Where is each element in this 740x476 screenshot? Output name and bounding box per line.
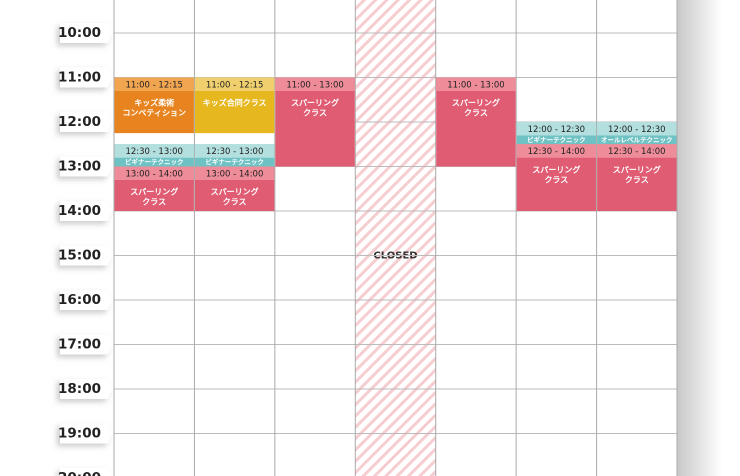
time-label: 11:00 [58,70,101,86]
event-time: 12:00 - 12:30 [528,125,585,135]
event-header [516,144,597,158]
event-title: コンペティション [122,109,186,118]
time-tab [60,290,112,310]
panel-shadow [677,0,722,476]
event-time: 12:00 - 12:30 [608,125,665,135]
event-title: ビギナーテクニック [527,135,586,144]
time-label: 12:00 [58,114,101,130]
event-title: スパーリング [130,187,178,197]
event-title: クラス [464,108,488,118]
event-body [436,77,516,167]
event-header [275,77,355,91]
event-time: 11:00 - 12:15 [206,80,263,90]
time-label: 10:00 [58,25,101,41]
time-tab [60,379,112,399]
event-title: キッズ柔術 [134,98,174,108]
event-title: スパーリング [613,164,661,174]
event-time: 11:00 - 13:00 [286,80,343,90]
time-tab [60,67,112,88]
event-body [275,77,355,167]
event-header [597,144,677,158]
closed-column [355,0,436,476]
event-time: 12:30 - 13:00 [206,147,263,157]
event-title: スパーリング [211,187,259,197]
time-tab [60,23,112,43]
event-header [597,122,677,136]
event-header [114,77,194,91]
event-header [114,144,194,158]
time-tab [60,423,112,444]
time-label: 13:00 [58,159,101,175]
event-time: 12:30 - 14:00 [608,147,665,157]
time-tab [60,156,112,177]
event-title: キッズ合同クラス [203,98,267,108]
event-header [194,166,275,180]
time-tab [60,112,112,132]
event-time: 13:00 - 14:00 [206,169,263,179]
time-tab [60,201,112,221]
event-title: スパーリング [532,164,580,174]
time-tab [60,245,112,266]
event-time: 11:00 - 12:15 [125,80,182,90]
time-tab [60,468,112,476]
event-header [516,122,597,136]
event-title: ビギナーテクニック [205,157,264,166]
event-title: クラス [544,174,568,184]
time-label: 20:00 [58,470,101,476]
time-label: 16:00 [58,292,101,308]
event-title: ビギナーテクニック [125,157,184,166]
event-title: スパーリング [452,98,500,108]
event-title: スパーリング [291,98,339,108]
time-tab [60,334,112,355]
event-time: 12:30 - 13:00 [125,147,182,157]
time-label: 18:00 [58,381,101,397]
event-title: クラス [303,108,327,118]
time-label: 15:00 [58,248,101,264]
event-time: 12:30 - 14:00 [528,147,585,157]
event-time: 13:00 - 14:00 [125,169,182,179]
event-title: クラス [142,197,166,207]
time-label: 17:00 [58,337,101,353]
time-label: 14:00 [58,203,101,219]
event-header [436,77,516,91]
event-time: 11:00 - 13:00 [447,80,504,90]
event-header [114,166,194,180]
event-title: クラス [625,174,649,184]
event-header [194,77,275,91]
event-title: クラス [223,197,247,207]
time-label: 19:00 [58,426,101,442]
event-block: 11:00 - 12:15 キッズ合同クラス [194,77,275,134]
event-header [194,144,275,158]
event-title: オールレベルテクニック [601,135,673,144]
